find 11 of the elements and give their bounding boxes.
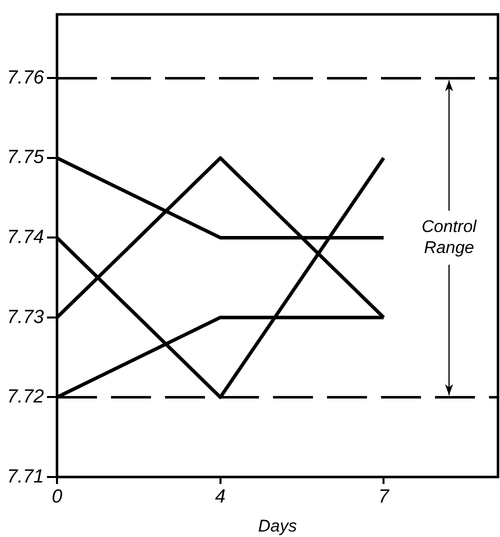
annotation: Control Range [422,216,478,257]
y-tick-label: 7.74 [7,227,44,248]
x-tick-label: 7 [378,486,390,508]
x-tick-label: 0 [52,486,63,508]
y-tick-label: 7.76 [7,67,44,88]
y-tick-label: 7.73 [7,306,44,328]
y-tick-label: 7.72 [7,386,44,408]
y-tick-label: 7.71 [7,466,44,488]
x-tick-label: 4 [215,486,226,508]
y-tick-label: 7.75 [7,147,44,168]
x-axis-title: Days [258,516,298,536]
